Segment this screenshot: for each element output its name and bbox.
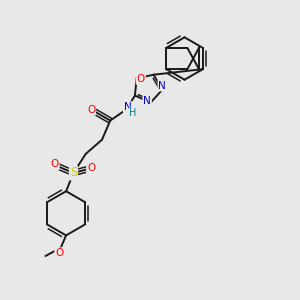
Text: N: N — [158, 81, 166, 91]
Text: O: O — [50, 159, 59, 170]
Text: N: N — [143, 96, 151, 106]
Text: O: O — [55, 248, 63, 258]
Text: N: N — [124, 102, 131, 112]
Text: S: S — [70, 167, 77, 179]
Text: O: O — [87, 163, 95, 173]
Text: O: O — [137, 74, 145, 84]
Text: H: H — [129, 109, 137, 118]
Text: O: O — [87, 105, 95, 115]
